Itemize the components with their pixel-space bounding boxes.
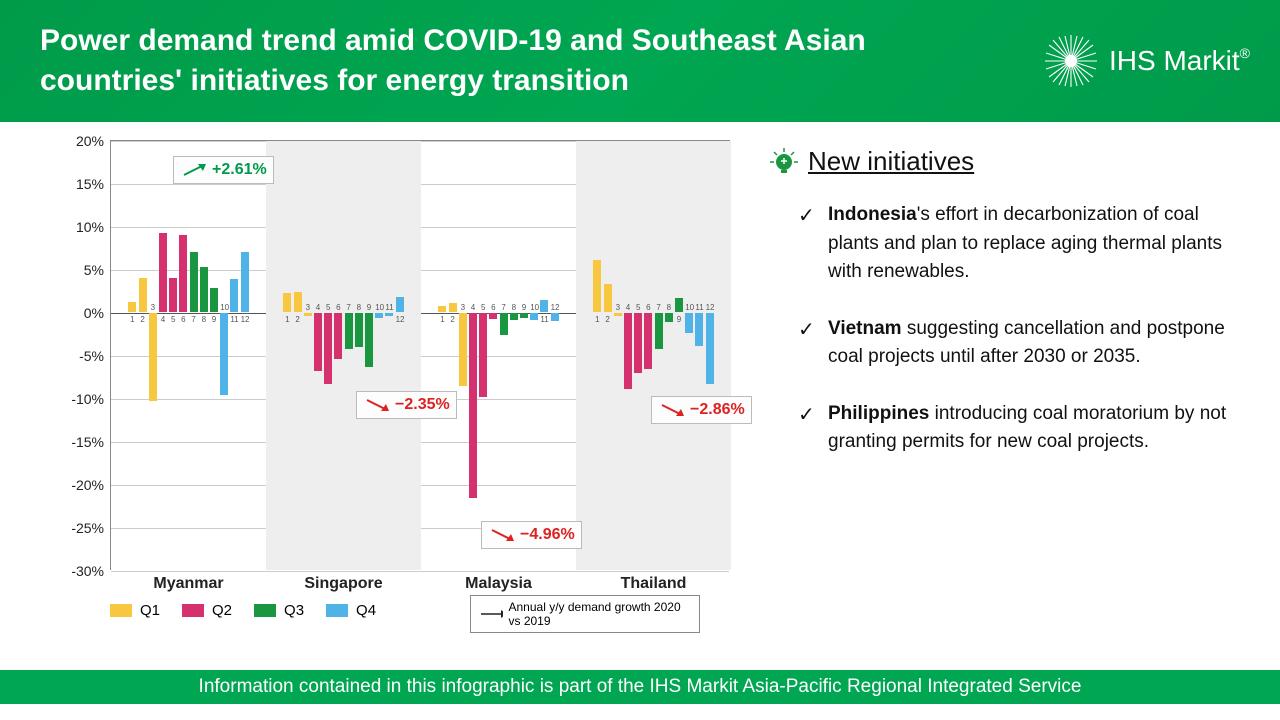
initiative-item: Indonesia's effort in decarbonization of… <box>798 201 1250 287</box>
lightbulb-icon <box>770 148 798 176</box>
bar <box>489 313 497 319</box>
bar <box>230 279 238 312</box>
bar <box>449 303 457 312</box>
legend-item: Q3 <box>254 602 304 619</box>
legend-item: Q1 <box>110 602 160 619</box>
bar <box>200 267 208 312</box>
legend-item: Q2 <box>182 602 232 619</box>
bar <box>294 292 302 312</box>
bar <box>604 284 612 312</box>
bar <box>190 252 198 312</box>
bar <box>655 313 663 349</box>
country-label: Malaysia <box>421 575 576 593</box>
annual-legend-box: Annual y/y demand growth 2020 vs 2019 <box>470 595 700 633</box>
logo-text: IHS Markit® <box>1109 45 1250 77</box>
bar <box>706 313 714 384</box>
bar <box>510 313 518 320</box>
annual-legend-label: Annual y/y demand growth 2020 vs 2019 <box>509 600 692 628</box>
bar <box>500 313 508 335</box>
initiatives-header: New initiatives <box>770 146 1250 177</box>
callout-singapore: −2.35% <box>356 391 457 419</box>
callout-thailand: −2.86% <box>651 396 752 424</box>
ihs-markit-logo: IHS Markit® <box>1043 33 1250 89</box>
y-tick: 10% <box>76 219 104 235</box>
y-tick: -25% <box>71 520 104 536</box>
callout-myanmar: +2.61% <box>173 156 274 184</box>
bar <box>396 297 404 312</box>
bar <box>169 278 177 312</box>
chart-plot: 20%15%10%5%0%-5%-10%-15%-20%-25%-30%Myan… <box>110 140 730 570</box>
bar <box>479 313 487 397</box>
y-tick: 5% <box>84 262 104 278</box>
bar <box>355 313 363 347</box>
footer-text: Information contained in this infographi… <box>199 676 1082 698</box>
bar <box>334 313 342 359</box>
bar <box>530 313 538 320</box>
bar <box>634 313 642 373</box>
chart-legend: Q1 Q2 Q3 Q4 <box>110 602 376 619</box>
bar <box>375 313 383 318</box>
bar <box>695 313 703 346</box>
header-bar: Power demand trend amid COVID-19 and Sou… <box>0 0 1280 122</box>
bar <box>179 235 187 312</box>
y-tick: 0% <box>84 305 104 321</box>
chart-area: 2019-2020 y/y power demand growth rate (… <box>60 140 740 670</box>
bar <box>665 313 673 322</box>
bar <box>469 313 477 498</box>
bar <box>459 313 467 386</box>
bar <box>675 298 683 312</box>
bar <box>220 313 228 395</box>
bar <box>128 302 136 312</box>
country-label: Myanmar <box>111 575 266 593</box>
bar <box>593 260 601 312</box>
bar <box>283 293 291 312</box>
bar <box>540 300 548 312</box>
bar <box>314 313 322 371</box>
bar <box>644 313 652 369</box>
y-tick: -5% <box>79 348 104 364</box>
initiatives-panel: New initiatives Indonesia's effort in de… <box>770 140 1250 670</box>
bar <box>210 288 218 312</box>
bar <box>149 313 157 401</box>
initiative-item: Philippines introducing coal moratorium … <box>798 400 1250 457</box>
initiatives-list: Indonesia's effort in decarbonization of… <box>770 201 1250 457</box>
y-tick: -20% <box>71 477 104 493</box>
initiative-item: Vietnam suggesting cancellation and post… <box>798 315 1250 372</box>
bar <box>241 252 249 312</box>
initiatives-title: New initiatives <box>808 146 974 177</box>
bar <box>159 233 167 312</box>
content-row: 2019-2020 y/y power demand growth rate (… <box>0 122 1280 670</box>
bar <box>365 313 373 367</box>
y-tick: 15% <box>76 176 104 192</box>
y-tick: -30% <box>71 563 104 579</box>
country-label: Thailand <box>576 575 731 593</box>
country-label: Singapore <box>266 575 421 593</box>
legend-item: Q4 <box>326 602 376 619</box>
logo-burst-icon <box>1043 33 1099 89</box>
bar <box>438 306 446 312</box>
bar <box>520 313 528 318</box>
footer-bar: Information contained in this infographi… <box>0 670 1280 704</box>
bar <box>624 313 632 389</box>
bar <box>139 278 147 312</box>
bar <box>551 313 559 321</box>
bar <box>614 313 622 316</box>
y-tick: -15% <box>71 434 104 450</box>
bar <box>345 313 353 349</box>
bar <box>324 313 332 384</box>
page-title: Power demand trend amid COVID-19 and Sou… <box>40 21 900 102</box>
callout-malaysia: −4.96% <box>481 521 582 549</box>
bar <box>304 313 312 316</box>
bar <box>385 313 393 316</box>
y-tick: 20% <box>76 133 104 149</box>
bar <box>685 313 693 333</box>
y-tick: -10% <box>71 391 104 407</box>
